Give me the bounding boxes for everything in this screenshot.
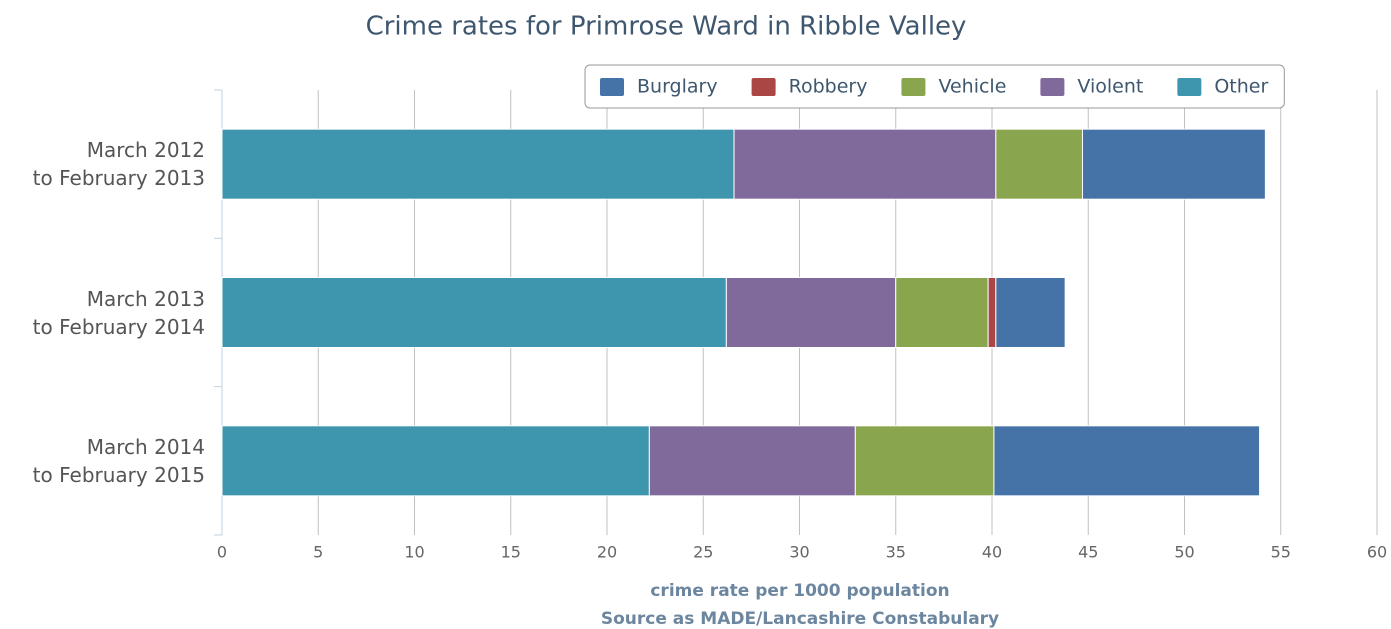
- bar-segment: [854, 425, 995, 497]
- bar-segment: [725, 277, 897, 348]
- legend-label: Vehicle: [938, 76, 1006, 98]
- source-note: Source as MADE/Lancashire Constabulary: [601, 609, 999, 629]
- y-tick-label: March 2014 to February 2015: [32, 434, 205, 487]
- x-tick-label: 55: [1271, 543, 1291, 562]
- legend-swatch: [1177, 78, 1202, 96]
- chart-title: Crime rates for Primrose Ward in Ribble …: [366, 12, 967, 42]
- x-tick-label: 60: [1367, 543, 1387, 562]
- bar-segment: [648, 425, 856, 497]
- x-axis-title: crime rate per 1000 population: [650, 581, 949, 601]
- bar-segment: [993, 425, 1261, 497]
- x-tick-label: 25: [693, 543, 713, 562]
- legend-swatch: [1040, 78, 1065, 96]
- x-tick-label: 35: [886, 543, 906, 562]
- legend-label: Violent: [1077, 76, 1143, 98]
- x-tick-label: 30: [789, 543, 809, 562]
- x-tick-label: 15: [501, 543, 521, 562]
- x-tick-label: 45: [1078, 543, 1098, 562]
- y-tick-label: March 2013 to February 2014: [32, 286, 205, 339]
- bar-segment: [733, 128, 997, 200]
- bar-segment: [995, 128, 1083, 200]
- x-tick-label: 50: [1174, 543, 1194, 562]
- legend-label: Other: [1214, 76, 1268, 98]
- bar-segment: [987, 277, 997, 348]
- legend-swatch: [751, 78, 776, 96]
- bar-segment: [221, 425, 650, 497]
- x-tick-label: 20: [597, 543, 617, 562]
- legend-label: Robbery: [789, 76, 868, 98]
- y-tick-label: March 2012 to February 2013: [32, 138, 205, 191]
- legend-swatch: [901, 78, 926, 96]
- bar-segment: [221, 277, 727, 348]
- x-tick-label: 10: [404, 543, 424, 562]
- bar-segment: [995, 277, 1066, 348]
- bar-segment: [1081, 128, 1266, 200]
- legend-swatch: [600, 78, 624, 96]
- x-tick-label: 40: [982, 543, 1002, 562]
- x-tick-label: 5: [313, 543, 323, 562]
- bar-segment: [221, 128, 735, 200]
- bar-segment: [895, 277, 989, 348]
- legend-box: [584, 64, 1285, 109]
- x-tick-label: 0: [217, 543, 227, 562]
- legend-label: Burglary: [637, 76, 718, 98]
